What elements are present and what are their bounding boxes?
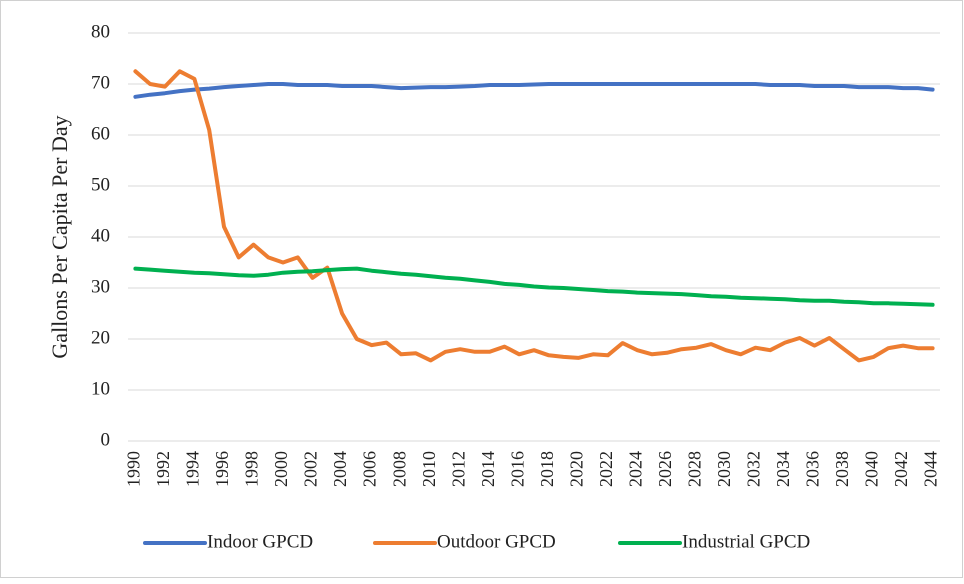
- legend-label: Outdoor GPCD: [437, 531, 556, 552]
- y-tick-label: 80: [91, 21, 110, 42]
- x-tick-label: 2034: [773, 451, 793, 487]
- y-tick-label: 60: [91, 123, 110, 144]
- y-tick-label: 70: [91, 72, 110, 93]
- x-tick-label: 2036: [803, 451, 823, 487]
- x-tick-label: 2020: [566, 451, 586, 487]
- series-line: [133, 266, 935, 307]
- x-tick-label: 2022: [596, 451, 616, 487]
- y-tick-label: 50: [91, 174, 110, 195]
- x-tick-label: 2012: [448, 451, 468, 487]
- x-tick-label: 1994: [183, 451, 203, 487]
- y-tick-label: 40: [91, 225, 110, 246]
- x-tick-label: 2000: [271, 451, 291, 487]
- y-axis-label: Gallons Per Capita Per Day: [47, 115, 72, 358]
- x-tick-label: 2010: [419, 451, 439, 487]
- series-line: [133, 82, 935, 99]
- y-tick-label: 20: [91, 327, 110, 348]
- x-tick-label: 2004: [330, 451, 350, 487]
- y-tick-label: 30: [91, 276, 110, 297]
- x-tick-label: 2032: [744, 451, 764, 487]
- x-tick-label: 2042: [891, 451, 911, 487]
- legend-label: Industrial GPCD: [682, 531, 810, 552]
- x-tick-label: 2028: [685, 451, 705, 487]
- x-tick-label: 1990: [124, 451, 144, 487]
- x-tick-label: 2008: [389, 451, 409, 487]
- x-tick-label: 2044: [921, 451, 941, 487]
- x-tick-label: 2002: [301, 451, 321, 487]
- y-tick-label: 10: [91, 378, 110, 399]
- x-tick-label: 2016: [507, 451, 527, 487]
- x-tick-label: 2018: [537, 451, 557, 487]
- x-tick-label: 1992: [153, 451, 173, 487]
- x-tick-label: 2024: [625, 451, 645, 487]
- x-tick-label: 2026: [655, 451, 675, 487]
- series-line: [133, 69, 935, 363]
- x-tick-label: 1996: [212, 451, 232, 487]
- x-tick-label: 2014: [478, 451, 498, 487]
- x-tick-label: 2030: [714, 451, 734, 487]
- x-tick-label: 1998: [242, 451, 262, 487]
- x-tick-label: 2038: [832, 451, 852, 487]
- legend-label: Indoor GPCD: [207, 531, 313, 552]
- y-tick-label: 0: [101, 429, 111, 450]
- x-tick-label: 2040: [862, 451, 882, 487]
- x-tick-label: 2006: [360, 451, 380, 487]
